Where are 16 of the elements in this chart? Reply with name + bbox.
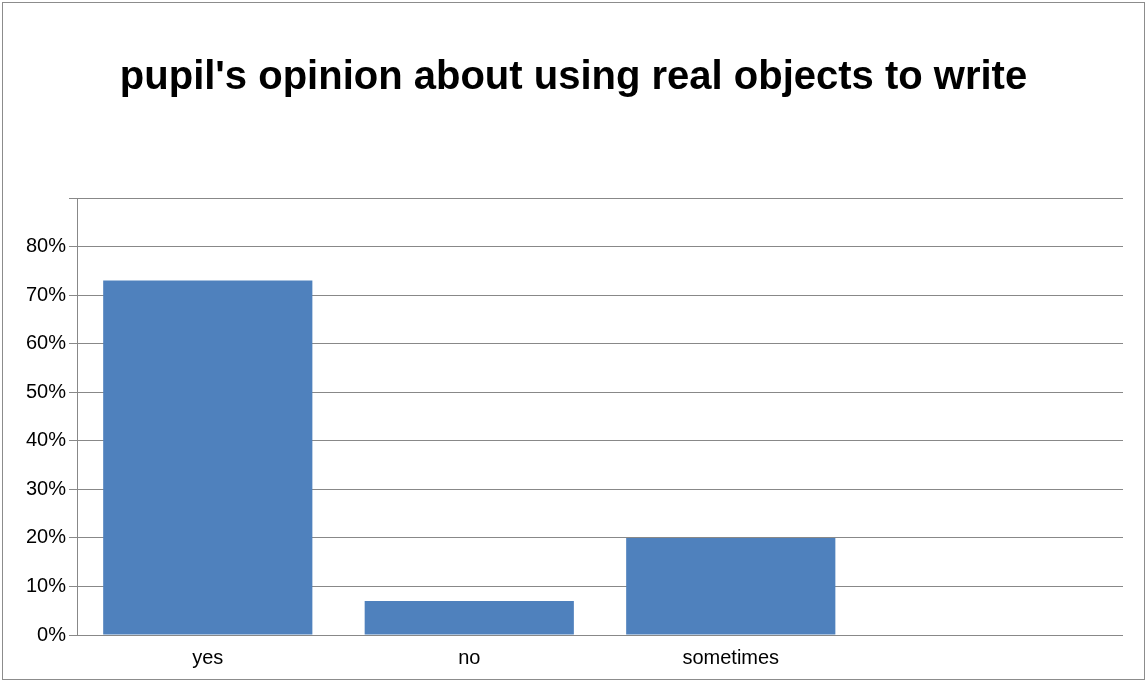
x-tick-label: yes (192, 645, 224, 668)
bar (103, 280, 313, 635)
y-tick-label: 0% (37, 622, 67, 645)
y-tick-label: 80% (26, 234, 67, 257)
x-tick-label: sometimes (682, 645, 780, 668)
bar (364, 601, 574, 635)
x-tick-label: no (458, 645, 481, 668)
y-tick-label: 30% (26, 476, 67, 499)
y-tick-label: 40% (26, 428, 67, 451)
y-tick-label: 70% (26, 282, 67, 305)
y-tick-label: 20% (26, 525, 67, 548)
y-tick-label: 60% (26, 331, 67, 354)
bar (626, 537, 836, 635)
y-tick-label: 50% (26, 379, 67, 402)
chart-title: pupil's opinion about using real objects to write (118, 52, 1029, 99)
y-tick-label: 10% (26, 573, 67, 596)
